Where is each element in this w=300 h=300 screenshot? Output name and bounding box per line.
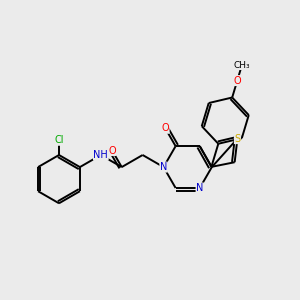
Text: CH₃: CH₃	[234, 61, 250, 70]
Text: Cl: Cl	[54, 135, 64, 145]
Text: N: N	[160, 162, 167, 172]
Text: S: S	[234, 134, 241, 144]
Text: O: O	[108, 146, 116, 155]
Text: N: N	[196, 183, 203, 193]
Text: O: O	[233, 76, 241, 85]
Text: NH: NH	[93, 150, 108, 160]
Text: O: O	[161, 123, 169, 133]
